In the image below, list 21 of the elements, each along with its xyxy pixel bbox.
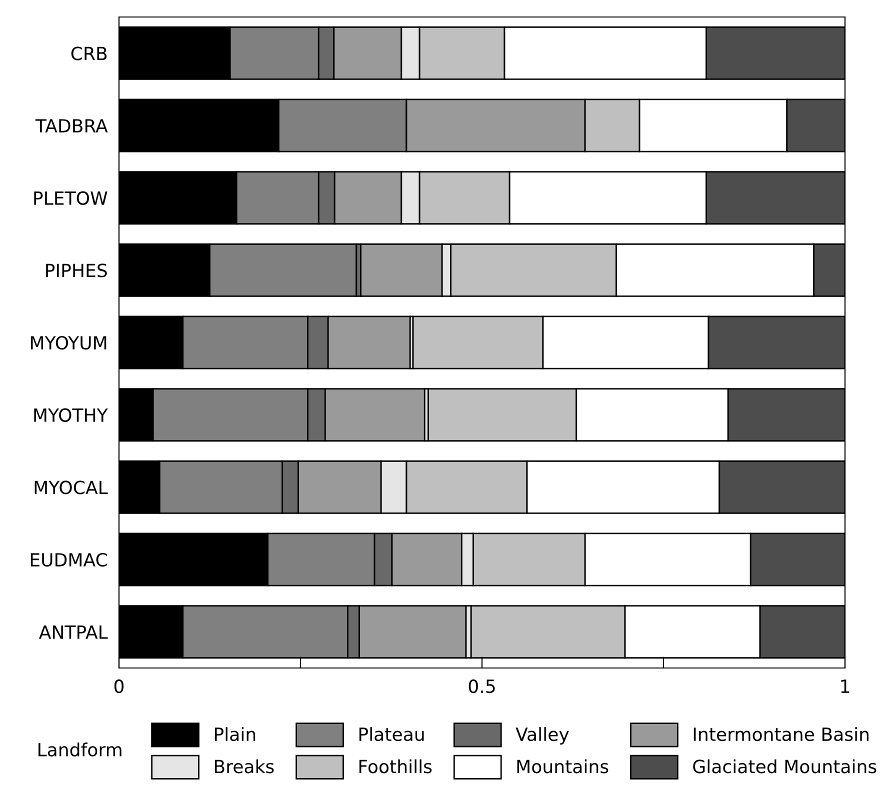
legend-label: Intermontane Basin (694, 727, 868, 742)
y-tick-label: TADBRA (35, 119, 108, 132)
x-tick-label: 0 (114, 679, 124, 694)
legend-label: Breaks (214, 759, 274, 774)
legend-label: Foothills (359, 759, 432, 774)
y-tick-label: EUDMAC (30, 552, 107, 567)
legend-label: Plain (214, 727, 256, 742)
legend-label: Glaciated Mountains (693, 759, 876, 774)
legend-label: Mountains (517, 759, 608, 774)
legend-label: Plateau (359, 727, 424, 742)
x-tick-label: 0.5 (468, 679, 495, 694)
y-tick-label: MYOYUM (31, 336, 106, 350)
y-tick-label: ANTPAL (38, 626, 108, 639)
x-tick-label: 1 (841, 680, 850, 693)
y-tick-label: CRB (71, 46, 107, 60)
y-tick-label: PIPHES (46, 264, 107, 278)
y-tick-label: MYOCAL (34, 480, 108, 494)
y-tick-label: MYOTHY (34, 408, 108, 422)
y-tick-label: PLETOW (34, 191, 108, 205)
legend-label: Valley (516, 727, 569, 745)
legend-title: Landform (38, 742, 122, 757)
